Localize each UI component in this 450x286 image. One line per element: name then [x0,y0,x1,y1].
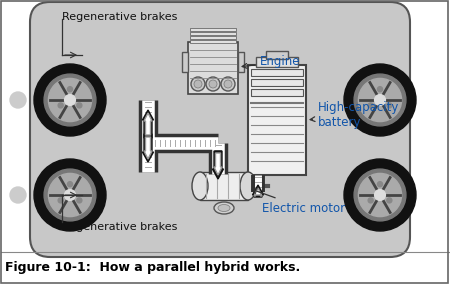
Bar [266,51,288,59]
Bar [251,69,303,76]
Circle shape [206,77,220,91]
Bar [190,28,236,31]
Circle shape [44,74,96,126]
Circle shape [221,77,235,91]
Circle shape [44,169,96,221]
FancyBboxPatch shape [30,2,410,257]
Circle shape [65,95,76,106]
Circle shape [77,198,82,203]
Circle shape [354,169,406,221]
Circle shape [387,198,392,203]
FancyArrow shape [144,113,152,135]
Text: Regenerative brakes: Regenerative brakes [62,12,177,22]
Circle shape [68,87,72,92]
Text: High-capacity
battery: High-capacity battery [310,101,400,129]
Bar [256,57,298,67]
Circle shape [378,182,382,187]
Circle shape [49,78,92,122]
Circle shape [194,80,202,88]
Circle shape [77,103,82,108]
Circle shape [58,198,63,203]
Ellipse shape [240,172,256,200]
Circle shape [68,182,72,187]
FancyArrow shape [214,153,222,175]
Circle shape [34,159,106,231]
Circle shape [58,103,63,108]
FancyArrow shape [254,188,262,196]
Circle shape [387,103,392,108]
Circle shape [374,95,385,106]
Bar [238,52,244,72]
FancyArrow shape [212,151,224,179]
Bar [182,52,188,72]
Circle shape [374,190,385,200]
FancyArrow shape [143,134,153,162]
FancyArrow shape [143,110,153,138]
Circle shape [368,198,373,203]
Text: Electric motor: Electric motor [252,189,345,214]
Circle shape [358,78,401,122]
FancyArrow shape [144,137,152,159]
Circle shape [344,64,416,136]
Ellipse shape [214,202,234,214]
Text: Engine: Engine [242,55,301,69]
Ellipse shape [218,204,230,212]
Ellipse shape [192,172,208,200]
Circle shape [65,190,76,200]
Circle shape [224,80,232,88]
Circle shape [34,64,106,136]
Bar [190,36,236,39]
Circle shape [10,92,26,108]
Circle shape [209,80,217,88]
Circle shape [354,74,406,126]
Bar [190,40,236,43]
Circle shape [49,173,92,217]
Bar [248,65,306,175]
Text: Figure 10-1:  How a parallel hybrid works.: Figure 10-1: How a parallel hybrid works… [5,261,300,275]
Circle shape [358,173,401,217]
Bar [251,79,303,86]
Circle shape [191,77,205,91]
Bar [190,32,236,35]
Circle shape [10,187,26,203]
Circle shape [378,87,382,92]
Bar [251,89,303,96]
Bar [188,42,238,94]
Bar [200,172,248,200]
Text: Regenerative brakes: Regenerative brakes [62,222,177,232]
Circle shape [368,103,373,108]
FancyArrow shape [252,185,264,197]
Circle shape [344,159,416,231]
